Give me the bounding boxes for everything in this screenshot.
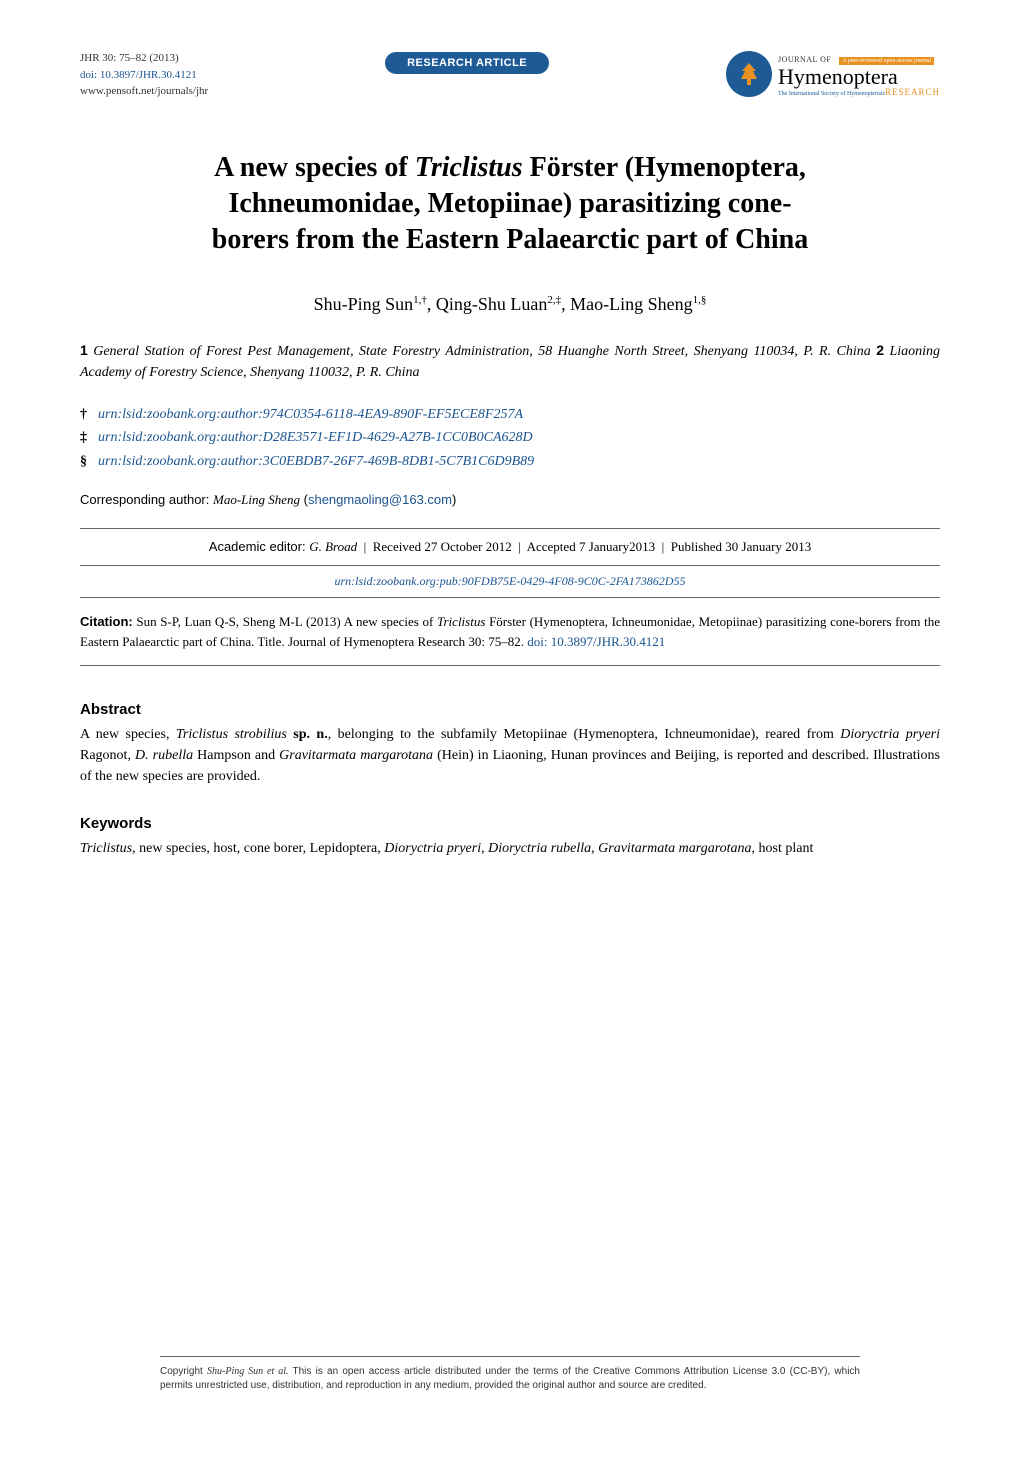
footer-license: Copyright Shu-Ping Sun et al. This is an… xyxy=(160,1356,860,1393)
journal-name: Hymenoptera xyxy=(778,66,940,88)
journal-logo-icon xyxy=(726,51,772,97)
abstract-text: A new species, Triclistus strobilius sp.… xyxy=(80,724,940,787)
header-left-meta: JHR 30: 75–82 (2013) doi: 10.3897/JHR.30… xyxy=(80,50,208,100)
society-label: The International Society of Hymenopteri… xyxy=(778,91,885,97)
authors-line: Shu-Ping Sun1,†, Qing-Shu Luan2,‡, Mao-L… xyxy=(80,294,940,315)
author-urns: †urn:lsid:zoobank.org:author:974C0354-61… xyxy=(80,403,940,474)
keywords-text: Triclistus, new species, host, cone bore… xyxy=(80,838,940,859)
editorial-info: Academic editor: G. Broad | Received 27 … xyxy=(80,528,940,566)
journal-of-label: JOURNAL OF xyxy=(778,55,831,64)
affiliations: 1 General Station of Forest Pest Managem… xyxy=(80,340,940,383)
journal-logo-block: JOURNAL OF A peer-reviewed open-access j… xyxy=(726,50,940,97)
urn-link-3[interactable]: urn:lsid:zoobank.org:author:3C0EBDB7-26F… xyxy=(98,454,534,469)
doi-line[interactable]: doi: 10.3897/JHR.30.4121 xyxy=(80,67,208,84)
journal-name-block: JOURNAL OF A peer-reviewed open-access j… xyxy=(778,50,940,97)
journal-url[interactable]: www.pensoft.net/journals/jhr xyxy=(80,83,208,100)
abstract-heading: Abstract xyxy=(80,701,940,718)
citation-doi-link[interactable]: doi: 10.3897/JHR.30.4121 xyxy=(527,634,665,649)
jhr-line: JHR 30: 75–82 (2013) xyxy=(80,50,208,67)
urn-link-1[interactable]: urn:lsid:zoobank.org:author:974C0354-611… xyxy=(98,407,523,422)
corresponding-author: Corresponding author: Mao-Ling Sheng (sh… xyxy=(80,492,940,508)
header-row: JHR 30: 75–82 (2013) doi: 10.3897/JHR.30… xyxy=(80,50,940,100)
research-label: RESEARCH xyxy=(885,88,940,97)
corresponding-email[interactable]: shengmaoling@163.com xyxy=(308,492,452,507)
keywords-heading: Keywords xyxy=(80,815,940,832)
citation-block: Citation: Sun S-P, Luan Q-S, Sheng M-L (… xyxy=(80,612,940,666)
urn-link-2[interactable]: urn:lsid:zoobank.org:author:D28E3571-EF1… xyxy=(98,430,533,445)
research-article-badge: RESEARCH ARTICLE xyxy=(385,52,549,74)
publication-urn[interactable]: urn:lsid:zoobank.org:pub:90FDB75E-0429-4… xyxy=(80,566,940,598)
article-title: A new species of Triclistus Förster (Hym… xyxy=(80,150,940,259)
